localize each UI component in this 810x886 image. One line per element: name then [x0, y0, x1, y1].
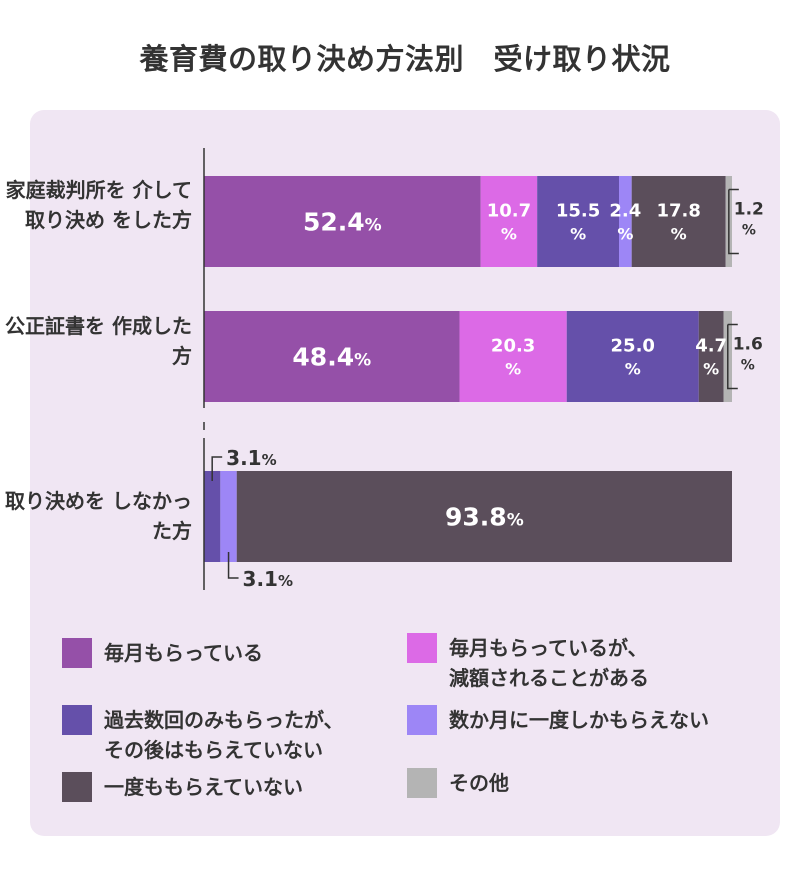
- data-label: 1.6%: [733, 335, 763, 374]
- data-label: 17.8%: [656, 201, 700, 244]
- data-label: 52.4%: [303, 208, 382, 237]
- data-label: 4.7%: [695, 336, 727, 379]
- data-label: 15.5%: [556, 201, 600, 244]
- bar-segment: [204, 311, 460, 402]
- legend-item-other: その他: [407, 768, 509, 798]
- legend-label: 過去数回のみもらったが、 その後はもらえていない: [104, 708, 344, 762]
- data-label: 25.0%: [611, 336, 655, 379]
- legend-swatch: [407, 705, 437, 735]
- callout-line: [227, 552, 239, 579]
- data-label: 10.7%: [487, 201, 531, 244]
- data-label: 20.3%: [491, 336, 535, 379]
- legend-swatch: [407, 633, 437, 663]
- bar-segment: [631, 176, 726, 267]
- legend-item-monthly: 毎月もらっている: [62, 638, 263, 668]
- callout-bracket: [728, 188, 739, 255]
- bar-segment: [537, 176, 620, 267]
- legend-label: 毎月もらっているが、 減額されることがある: [449, 636, 649, 690]
- bar-segment: [619, 176, 632, 267]
- callout-bracket: [727, 323, 738, 390]
- callout-line: [211, 456, 223, 481]
- bar-segment: [204, 176, 481, 267]
- data-label: 3.1%: [243, 567, 293, 591]
- legend-swatch: [407, 768, 437, 798]
- bar-segment: [480, 176, 538, 267]
- category-label-notary-deed: 公正証書を 作成した方: [5, 314, 192, 368]
- bar-segment: [236, 471, 732, 562]
- data-label: 2.4%: [609, 201, 641, 244]
- data-label: 48.4%: [292, 343, 371, 372]
- legend-label: 数か月に一度しかもらえない: [449, 708, 709, 732]
- bar-segment: [220, 471, 237, 562]
- bar-segment: [698, 311, 724, 402]
- category-label-family-court: 家庭裁判所を 介して取り決め をした方: [5, 178, 192, 232]
- chart-title: 養育費の取り決め方法別 受け取り状況: [139, 42, 671, 76]
- legend-item-few-times: 過去数回のみもらったが、 その後はもらえていない: [62, 705, 344, 765]
- legend-swatch: [62, 638, 92, 668]
- legend-label: 毎月もらっている: [104, 641, 263, 665]
- legend-item-never: 一度ももらえていない: [62, 772, 303, 802]
- bar-segment: [566, 311, 699, 402]
- legend-item-every-few-months: 数か月に一度しかもらえない: [407, 705, 709, 735]
- data-label: 93.8%: [445, 503, 524, 532]
- data-label: 3.1%: [226, 446, 276, 470]
- legend-swatch: [62, 772, 92, 802]
- data-label: 1.2%: [734, 200, 764, 239]
- category-label-no-agreement: 取り決めを しなかった方: [5, 489, 192, 543]
- bar-segment: [204, 471, 221, 562]
- legend-label: その他: [449, 771, 509, 795]
- legend-swatch: [62, 705, 92, 735]
- legend-label: 一度ももらえていない: [104, 775, 303, 799]
- legend-item-monthly-reduced: 毎月もらっているが、 減額されることがある: [407, 633, 649, 693]
- bar-segment: [459, 311, 567, 402]
